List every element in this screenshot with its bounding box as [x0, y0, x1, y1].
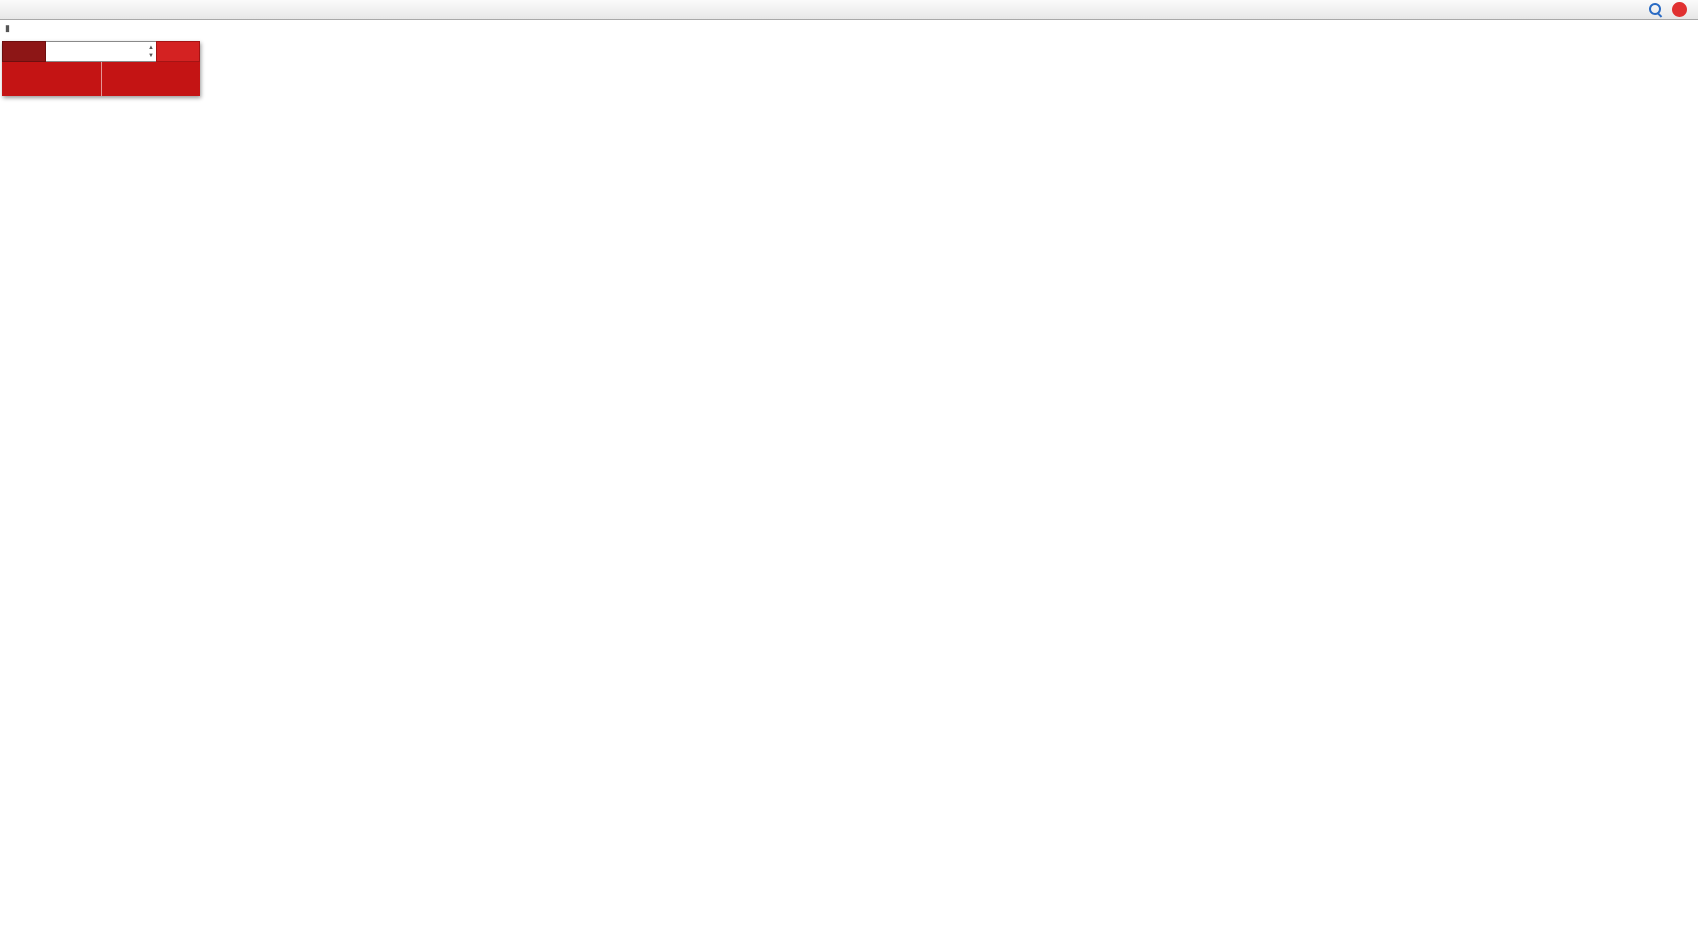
trade-widget-controls: ▲ ▼: [2, 41, 200, 62]
buy-button[interactable]: [156, 41, 200, 62]
stepper-up-icon[interactable]: ▲: [148, 45, 154, 51]
notifications-badge[interactable]: [1672, 2, 1687, 17]
toolbar: [0, 0, 1698, 20]
volume-input[interactable]: ▲ ▼: [46, 41, 156, 62]
stepper-down-icon[interactable]: ▼: [148, 53, 154, 59]
sell-price[interactable]: [2, 62, 102, 96]
chart-region: ▮ ▲ ▼: [0, 20, 1698, 943]
chart-type-icon: ▮: [5, 23, 10, 33]
one-click-trading-widget: ▲ ▼: [2, 41, 200, 96]
trade-widget-prices: [2, 62, 200, 96]
toolbar-right: [1648, 2, 1695, 17]
chart-canvas[interactable]: [0, 20, 1698, 943]
buy-price[interactable]: [101, 62, 200, 96]
search-icon[interactable]: [1648, 2, 1663, 17]
volume-stepper[interactable]: ▲ ▼: [148, 44, 154, 60]
ohlc-header: ▮: [5, 23, 45, 34]
sell-button[interactable]: [2, 41, 46, 62]
